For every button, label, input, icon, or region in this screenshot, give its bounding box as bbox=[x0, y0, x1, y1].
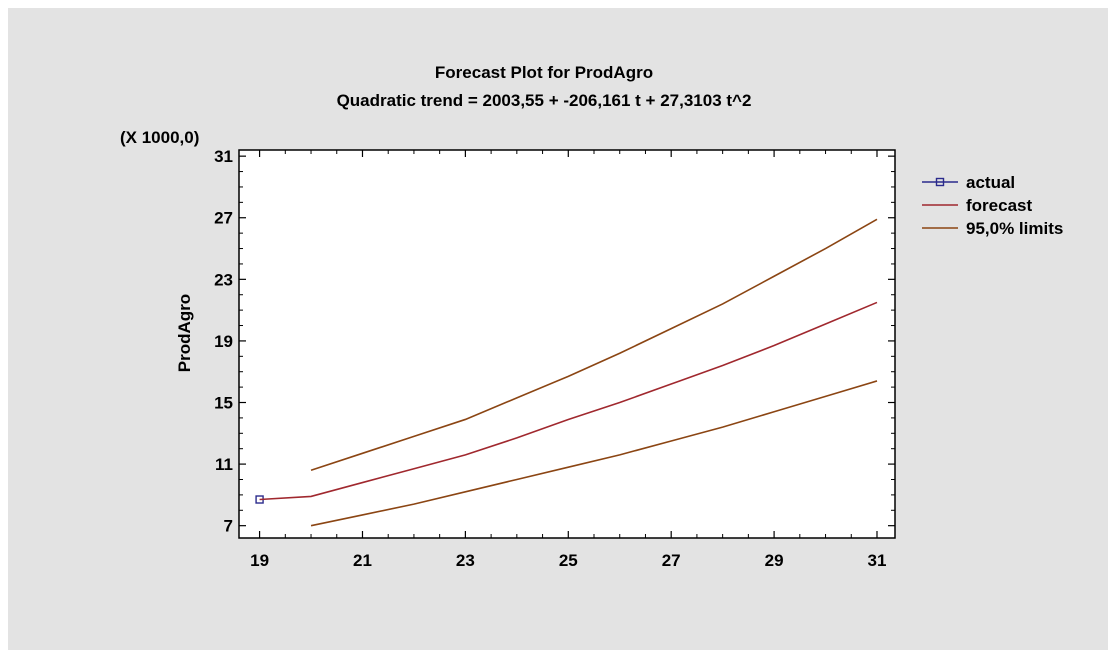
y-tick-label: 19 bbox=[214, 332, 233, 351]
chart-subtitle: Quadratic trend = 2003,55 + -206,161 t +… bbox=[337, 91, 752, 110]
y-tick-label: 11 bbox=[215, 455, 233, 474]
x-tick-label: 29 bbox=[765, 551, 784, 570]
chart-frame: Forecast Plot for ProdAgro Quadratic tre… bbox=[8, 8, 1108, 650]
x-tick-label: 27 bbox=[662, 551, 681, 570]
y-scale-note: (X 1000,0) bbox=[120, 128, 199, 147]
x-tick-label: 23 bbox=[456, 551, 475, 570]
y-axis-label: ProdAgro bbox=[175, 294, 194, 372]
y-tick-label: 23 bbox=[214, 270, 233, 289]
x-tick-label: 21 bbox=[353, 551, 372, 570]
chart-canvas: Forecast Plot for ProdAgro Quadratic tre… bbox=[8, 8, 1108, 650]
x-tick-label: 31 bbox=[868, 551, 887, 570]
y-tick-label: 15 bbox=[214, 394, 233, 413]
chart-title: Forecast Plot for ProdAgro bbox=[435, 63, 653, 82]
y-tick-label: 7 bbox=[224, 517, 233, 536]
legend-label: actual bbox=[966, 173, 1015, 192]
plot-area bbox=[239, 150, 895, 538]
x-tick-label: 25 bbox=[559, 551, 578, 570]
legend-label: 95,0% limits bbox=[966, 219, 1063, 238]
y-tick-label: 27 bbox=[214, 209, 233, 228]
legend-label: forecast bbox=[966, 196, 1032, 215]
x-tick-label: 19 bbox=[250, 551, 269, 570]
y-tick-label: 31 bbox=[214, 147, 233, 166]
legend: actual forecast 95,0% limits bbox=[922, 173, 1063, 238]
